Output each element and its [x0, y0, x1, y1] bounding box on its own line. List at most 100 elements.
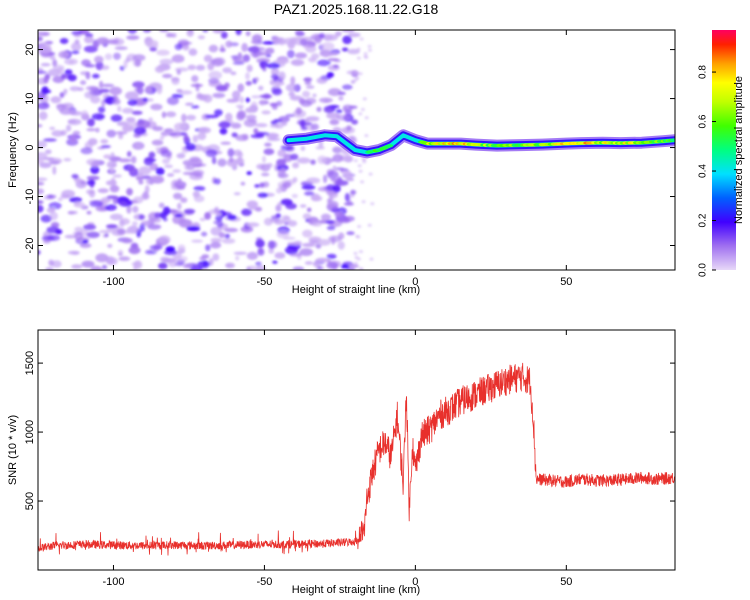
spectrogram-noise-blob: [138, 180, 144, 185]
spectrogram-noise-blob: [332, 165, 337, 173]
spectrogram-noise-blob: [256, 163, 266, 170]
y-tick-label: 20: [24, 43, 36, 55]
spectrogram-noise-blob: [127, 99, 138, 106]
spectrogram-noise-blob: [285, 83, 298, 92]
spectrogram-noise-blob: [208, 70, 223, 80]
spectrogram-noise-blob: [260, 60, 265, 69]
spectrogram-noise-blob: [210, 59, 220, 64]
spectrogram-noise-blob: [355, 76, 360, 80]
spectrogram-noise-blob: [203, 54, 213, 63]
spectrogram-noise-blob: [335, 167, 345, 171]
spectrogram-noise-blob: [258, 85, 264, 91]
spectrogram-noise-blob: [126, 205, 132, 214]
spectrogram-noise-blob: [101, 264, 108, 270]
spectrogram-noise-blob: [84, 91, 95, 99]
spectrogram-noise-blob: [86, 179, 96, 186]
spectrogram-noise-blob: [166, 33, 175, 38]
spectrogram-noise-blob: [305, 45, 317, 53]
spectrogram-noise-blob: [173, 192, 183, 200]
spectrogram-noise-blob: [125, 91, 139, 101]
spectrogram-noise-blob: [255, 51, 269, 56]
spectrogram-noise-blob: [272, 260, 278, 264]
spectrogram-noise-blob: [44, 149, 52, 155]
spectrogram-noise-blob: [346, 267, 356, 270]
spectrogram-noise-blob: [165, 246, 176, 253]
spectrogram-noise-blob: [38, 36, 43, 42]
spectrogram-noise-blob: [39, 162, 52, 169]
spectrogram-noise-blob: [364, 134, 369, 138]
spectrogram-noise-blob: [350, 189, 357, 195]
spectrogram-noise-blob: [302, 229, 313, 238]
spectrogram-noise-blob: [89, 200, 104, 208]
spectrogram-noise-blob: [64, 234, 77, 239]
spectrogram-noise-blob: [160, 131, 170, 137]
spectrogram-noise-blob: [277, 168, 286, 178]
spectrogram-noise-blob: [69, 60, 74, 65]
spectrogram-noise-blob: [90, 161, 99, 168]
spectrogram-noise-blob: [254, 184, 260, 188]
spectrogram-noise-blob: [112, 98, 121, 106]
spectrogram-noise-blob: [185, 143, 196, 151]
spectrogram-noise-blob: [195, 82, 200, 92]
spectrogram-noise-blob: [46, 194, 57, 199]
spectrogram-noise-blob: [110, 114, 123, 122]
spectrogram-noise-blob: [86, 119, 95, 127]
spectrogram-noise-blob: [354, 256, 359, 259]
spectrogram-noise-blob: [66, 124, 72, 132]
colorbar-tick-label: 0.6: [698, 114, 709, 128]
spectrogram-noise-blob: [326, 71, 334, 78]
spectrogram-noise-blob: [94, 55, 104, 64]
spectrogram-noise-blob: [195, 64, 206, 71]
spectrogram-noise-blob: [181, 113, 187, 123]
spectrogram-noise-blob: [342, 35, 352, 45]
spectrogram-noise-blob: [148, 151, 156, 159]
spectrogram-noise-blob: [71, 264, 83, 269]
spectrogram-noise-blob: [220, 141, 231, 145]
spectrogram-noise-blob: [278, 71, 286, 81]
spectrogram-noise-blob: [358, 72, 363, 76]
spectrogram-noise-blob: [132, 54, 146, 62]
spectrogram-noise-blob: [162, 217, 168, 222]
spectrogram-noise-blob: [43, 239, 51, 244]
spectrogram-noise-blob: [204, 114, 219, 119]
spectrogram-noise-blob: [118, 256, 131, 262]
spectrogram-noise-blob: [65, 110, 79, 115]
spectrogram-noise-blob: [38, 152, 48, 160]
spectrogram-noise-blob: [119, 201, 128, 206]
spectrogram-noise-blob: [304, 191, 315, 196]
spectrogram-noise-blob: [149, 47, 157, 52]
spectrogram-noise-blob: [86, 231, 100, 238]
spectrogram-noise-blob: [343, 202, 354, 206]
spectrogram-noise-blob: [329, 52, 339, 56]
spectrogram-noise-blob: [319, 97, 333, 103]
spectrogram-noise-blob: [266, 163, 273, 168]
spectrogram-noise-blob: [58, 50, 70, 59]
spectrogram-noise-blob: [222, 67, 233, 74]
spectrogram-noise-blob: [189, 156, 201, 163]
spectrogram-noise-blob: [292, 162, 300, 169]
spectrogram-noise-blob: [357, 225, 362, 228]
spectrogram-noise-blob: [237, 83, 245, 93]
spectrogram-noise-blob: [276, 230, 290, 239]
spectrogram-noise-blob: [217, 158, 227, 167]
spectrogram-noise-blob: [126, 35, 140, 40]
spectrogram-noise-blob: [265, 47, 275, 54]
spectrogram-noise-blob: [145, 85, 152, 94]
spectrogram-noise-blob: [189, 171, 201, 176]
spectrogram-noise-blob: [368, 48, 372, 52]
spectrogram-noise-blob: [233, 192, 241, 196]
spectrogram-noise-blob: [122, 107, 134, 114]
spectrogram-noise-blob: [312, 93, 317, 98]
spectrogram-noise-blob: [347, 48, 360, 55]
spectrogram-noise-blob: [267, 137, 281, 141]
spectrogram-noise-blob: [186, 114, 196, 121]
spectrogram-noise-blob: [300, 146, 306, 151]
spectrogram-noise-blob: [83, 224, 97, 231]
spectrogram-noise-blob: [326, 184, 336, 191]
spectrogram-noise-blob: [291, 193, 298, 199]
spectrogram-noise-blob: [342, 169, 351, 175]
spectrogram-noise-blob: [312, 261, 320, 267]
spectrogram-noise-blob: [323, 105, 334, 114]
spectrogram-noise-blob: [276, 58, 290, 64]
